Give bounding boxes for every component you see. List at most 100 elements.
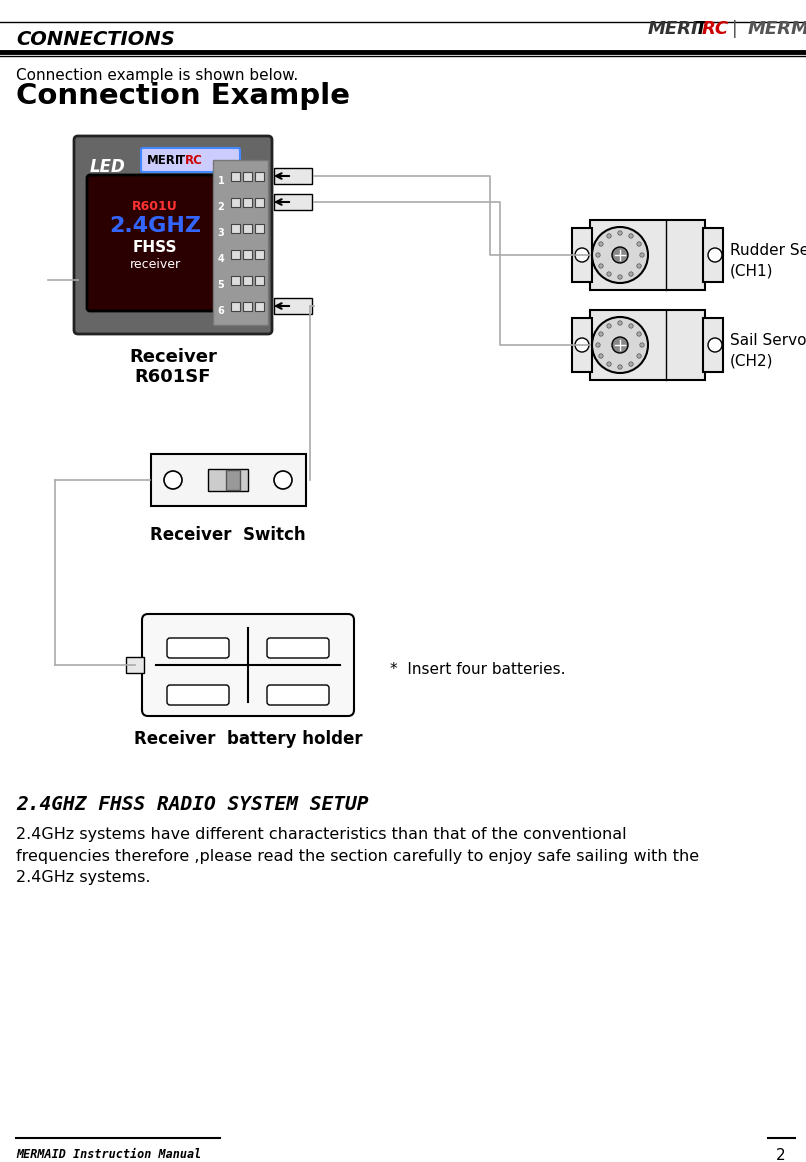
Text: Receiver  battery holder: Receiver battery holder <box>134 730 363 748</box>
Bar <box>231 250 240 259</box>
Circle shape <box>640 343 644 347</box>
Bar <box>255 250 264 259</box>
Circle shape <box>599 242 603 246</box>
Text: 2.4GHz systems have different characteristics than that of the conventional
freq: 2.4GHz systems have different characteri… <box>16 827 699 885</box>
Text: Connection Example: Connection Example <box>16 83 350 110</box>
Text: Receiver  Switch: Receiver Switch <box>150 526 305 544</box>
Bar <box>243 277 252 285</box>
Text: RC: RC <box>185 155 203 167</box>
Bar <box>572 228 592 282</box>
Circle shape <box>599 332 603 336</box>
Bar <box>231 172 240 181</box>
Bar <box>255 172 264 181</box>
Text: RC: RC <box>702 20 729 38</box>
Text: 5: 5 <box>218 280 224 290</box>
FancyBboxPatch shape <box>267 686 329 705</box>
Circle shape <box>607 324 611 328</box>
Circle shape <box>575 338 589 352</box>
Circle shape <box>599 264 603 268</box>
Text: 2.4GHZ: 2.4GHZ <box>109 216 201 236</box>
Circle shape <box>640 253 644 257</box>
Circle shape <box>708 248 722 261</box>
Text: R601SF: R601SF <box>135 368 211 386</box>
Text: 2.4GHZ FHSS RADIO SYSTEM SETUP: 2.4GHZ FHSS RADIO SYSTEM SETUP <box>16 795 368 815</box>
Circle shape <box>637 332 642 336</box>
Bar <box>274 168 312 184</box>
FancyBboxPatch shape <box>267 638 329 658</box>
Bar <box>151 454 306 505</box>
Bar <box>243 250 252 259</box>
FancyBboxPatch shape <box>167 686 229 705</box>
Text: Receiver: Receiver <box>129 347 217 366</box>
Circle shape <box>612 248 628 263</box>
Bar <box>255 302 264 311</box>
Text: 6: 6 <box>218 306 224 316</box>
Bar <box>703 318 723 372</box>
Bar <box>274 297 312 314</box>
Text: R601U: R601U <box>132 200 178 213</box>
FancyBboxPatch shape <box>74 136 272 333</box>
Circle shape <box>607 361 611 366</box>
Circle shape <box>629 324 634 328</box>
Bar <box>274 194 312 210</box>
Text: (CH1): (CH1) <box>730 263 774 278</box>
FancyBboxPatch shape <box>141 148 240 172</box>
Bar <box>590 220 705 290</box>
Bar <box>572 318 592 372</box>
Bar <box>231 302 240 311</box>
Text: 2: 2 <box>218 202 224 211</box>
Text: LED: LED <box>90 158 126 175</box>
Text: MERMAID: MERMAID <box>748 20 806 38</box>
Bar <box>208 469 248 492</box>
Circle shape <box>618 365 622 370</box>
Circle shape <box>592 317 648 373</box>
Bar <box>243 224 252 234</box>
Circle shape <box>596 343 600 347</box>
Circle shape <box>618 231 622 235</box>
Text: CONNECTIONS: CONNECTIONS <box>16 30 175 49</box>
Circle shape <box>708 338 722 352</box>
Circle shape <box>592 227 648 284</box>
Circle shape <box>618 274 622 279</box>
Text: MERI: MERI <box>648 20 699 38</box>
Bar <box>703 228 723 282</box>
Bar <box>231 224 240 234</box>
FancyBboxPatch shape <box>87 175 223 311</box>
Bar <box>255 277 264 285</box>
Circle shape <box>629 361 634 366</box>
Bar <box>126 657 144 673</box>
Text: 1: 1 <box>218 175 224 186</box>
Bar <box>226 469 240 490</box>
Bar <box>213 160 268 325</box>
Text: 3: 3 <box>218 228 224 238</box>
Circle shape <box>612 337 628 353</box>
Circle shape <box>629 234 634 238</box>
Text: T: T <box>177 155 185 167</box>
Text: 2: 2 <box>776 1148 786 1162</box>
Text: Sail Servo: Sail Servo <box>730 333 806 347</box>
Circle shape <box>575 248 589 261</box>
Circle shape <box>637 242 642 246</box>
Text: (CH2): (CH2) <box>730 353 774 368</box>
Text: MERI: MERI <box>147 155 181 167</box>
FancyBboxPatch shape <box>142 614 354 716</box>
Bar <box>231 198 240 207</box>
Bar <box>243 198 252 207</box>
Text: Rudder Servo: Rudder Servo <box>730 243 806 258</box>
Circle shape <box>637 353 642 358</box>
Text: MERMAID Instruction Manual: MERMAID Instruction Manual <box>16 1148 202 1161</box>
Bar <box>243 172 252 181</box>
Circle shape <box>599 353 603 358</box>
Circle shape <box>629 272 634 277</box>
Bar <box>243 302 252 311</box>
Circle shape <box>607 272 611 277</box>
Bar <box>590 310 705 380</box>
Text: *  Insert four batteries.: * Insert four batteries. <box>390 662 566 677</box>
Bar <box>255 198 264 207</box>
Circle shape <box>596 253 600 257</box>
Bar <box>231 277 240 285</box>
Text: receiver: receiver <box>130 258 181 271</box>
Text: T: T <box>694 20 706 38</box>
Circle shape <box>164 471 182 489</box>
Circle shape <box>274 471 292 489</box>
